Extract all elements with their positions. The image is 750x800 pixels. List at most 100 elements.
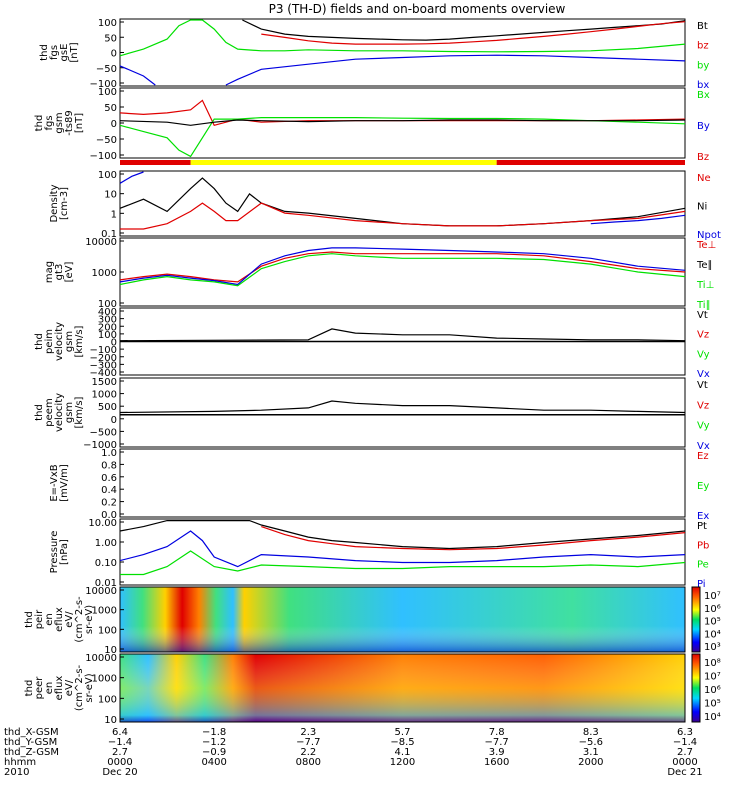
- panel-frame: [119, 237, 686, 307]
- legend-entry: bx: [697, 80, 709, 91]
- mode-bar-segment: [496, 160, 685, 165]
- y-tick-label: 0: [111, 49, 117, 60]
- x-tick-value: −1.4: [673, 737, 697, 748]
- y-tick-label: 10.00: [88, 518, 117, 529]
- panel-frame: [119, 448, 686, 518]
- x-tick-value: −5.6: [579, 737, 603, 748]
- y-axis-label: sr-eV): [84, 673, 95, 702]
- colorbar: [691, 653, 701, 723]
- mode-bar: [120, 160, 685, 165]
- legend-entry: Ex: [697, 511, 709, 522]
- colorbar-tick-label: 10⁸: [704, 658, 721, 669]
- legend-entry: Vz: [697, 330, 709, 341]
- y-tick-label: 50: [104, 103, 117, 114]
- y-tick-label: 0.8: [101, 460, 117, 471]
- legend-entry: Ey: [697, 481, 709, 492]
- y-tick-label: 100: [98, 625, 117, 636]
- spectrogram-shade: [120, 654, 685, 722]
- x-tick-value: 6.3: [677, 727, 693, 738]
- legend-entry: Bt: [697, 21, 708, 32]
- y-tick-label: 0: [111, 415, 117, 426]
- colorbar-tick-label: 10⁷: [704, 591, 721, 602]
- legend-entry: by: [697, 60, 709, 71]
- y-axis-label: en: [44, 682, 55, 695]
- legend-entry: Te⊥: [696, 240, 716, 251]
- legend-entry: Bz: [697, 152, 709, 163]
- y-axis-label: thd: [34, 333, 45, 350]
- colorbar-tick-label: 10⁶: [704, 604, 721, 615]
- panel-temperature: 10000 1000 100 mag gt3 [eV] Te⊥ Te∥ Ti⊥ Ti∥: [44, 237, 716, 311]
- panel-fgs_gse: 100 50 0 −50 −100 thd fgs gsE [nT] Bt bz by bx: [39, 18, 709, 91]
- y-tick-label: 0.10: [95, 558, 117, 569]
- colorbar: [691, 586, 701, 653]
- legend-entry: Npot: [697, 230, 721, 241]
- x-tick-value: 2.3: [300, 727, 316, 738]
- y-tick-label: −50: [96, 64, 117, 75]
- x-tick-value: 2.2: [300, 747, 316, 758]
- x-tick-value: 0400: [201, 757, 226, 768]
- y-tick-label: −100: [90, 151, 117, 162]
- y-axis-label: [km/s]: [74, 396, 85, 428]
- y-axis-label: gsm: [64, 402, 75, 423]
- y-axis-label: thd: [24, 611, 35, 628]
- y-axis-label: peer: [34, 676, 45, 700]
- x-tick-value: −1.2: [202, 737, 226, 748]
- colorbar-tick-label: 10⁴: [704, 712, 721, 723]
- panel-fgs_gsm: 100 50 0 −50 −100 thd fgs gsm -ts89 [nT] Bx By Bz: [34, 87, 710, 163]
- legend-entry: By: [697, 121, 710, 132]
- series-line: [119, 328, 686, 342]
- y-tick-label: 500: [98, 402, 117, 413]
- y-tick-label: 0.0: [101, 510, 117, 521]
- x-tick-value: 7.8: [489, 727, 505, 738]
- y-tick-label: 100: [98, 87, 117, 98]
- y-axis-label: eflux: [54, 607, 65, 632]
- legend-entry: Ti∥: [696, 300, 711, 311]
- y-tick-label: 1: [111, 209, 117, 220]
- mode-bar-segment: [120, 160, 191, 165]
- y-tick-label: 10: [104, 645, 117, 656]
- x-tick-value: Dec 20: [102, 767, 137, 778]
- legend-entry: Pt: [697, 521, 707, 532]
- y-axis-label: gt3: [54, 264, 65, 281]
- y-tick-label: 1000: [92, 268, 117, 279]
- y-tick-label: 1000: [92, 606, 117, 617]
- colorbar-tick-label: 10⁴: [704, 629, 721, 640]
- y-tick-label: −100: [90, 79, 117, 90]
- y-axis-label: peem: [44, 398, 55, 426]
- series-line: [119, 520, 686, 550]
- panel-frame: [119, 170, 686, 237]
- series-line: [119, 251, 686, 283]
- y-tick-label: 10000: [85, 653, 117, 664]
- y-axis-label: sr-eV): [84, 605, 95, 634]
- legend-entry: Ni: [697, 202, 707, 213]
- y-tick-label: 0.6: [101, 473, 117, 484]
- series-line: [242, 19, 686, 41]
- y-axis-label: gsm: [64, 331, 75, 352]
- legend-entry: Vt: [697, 310, 708, 321]
- y-axis-label: velocity: [54, 393, 65, 432]
- x-axis-labels: thd_X-GSMthd_Y-GSMthd_Z-GSMhhmm20106.4−1…: [4, 727, 703, 778]
- y-axis-label: thd: [39, 44, 50, 61]
- y-axis-label: fgs: [44, 115, 55, 130]
- y-axis-label: thd: [34, 115, 45, 132]
- y-tick-label: 100: [98, 18, 117, 29]
- x-tick-value: 3.9: [489, 747, 505, 758]
- y-axis-label: [eV]: [64, 262, 75, 283]
- panel-frame: [119, 518, 686, 586]
- series-line: [119, 253, 686, 287]
- legend-entry: Ez: [697, 451, 709, 462]
- y-axis-label: (cm^2-s-: [74, 664, 85, 711]
- y-axis-label: peim: [44, 329, 55, 354]
- y-tick-label: 50: [104, 33, 117, 44]
- legend-entry: Vt: [697, 380, 708, 391]
- x-tick-value: 3.1: [583, 747, 599, 758]
- y-axis-label: eflux: [54, 676, 65, 701]
- series-line: [120, 202, 686, 230]
- y-tick-label: 10000: [85, 237, 117, 248]
- series-line: [120, 550, 686, 576]
- x-row-label: 2010: [4, 767, 29, 778]
- legend-entry: Pi: [697, 579, 706, 590]
- legend-entry: Vz: [697, 400, 709, 411]
- series-line: [119, 177, 686, 227]
